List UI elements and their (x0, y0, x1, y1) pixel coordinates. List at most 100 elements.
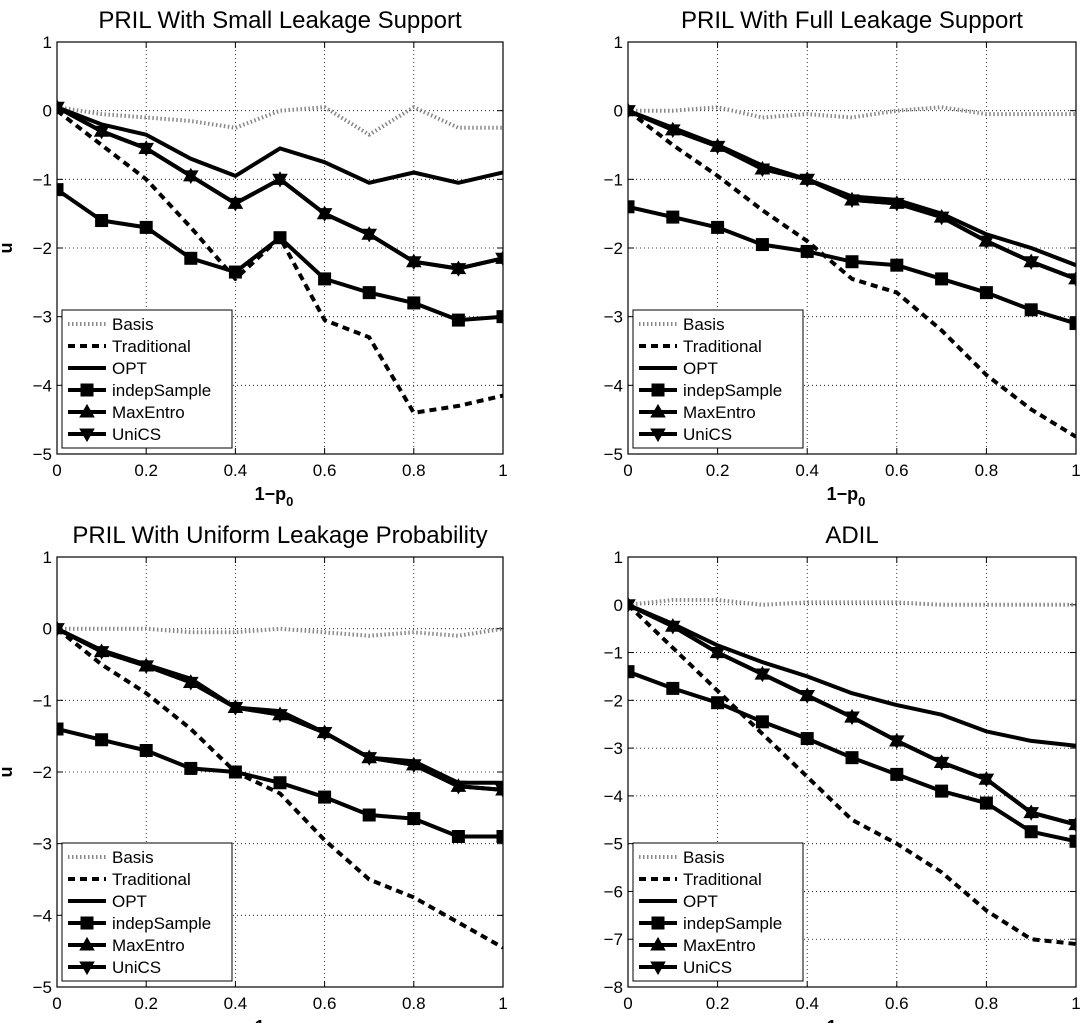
y-axis-label: u (0, 243, 16, 254)
y-tick-label: −4 (33, 376, 52, 395)
x-tick-label: 0.6 (313, 461, 337, 480)
x-tick-label: 0.4 (795, 994, 819, 1013)
y-tick-label: −5 (604, 835, 623, 854)
x-tick-label: 0.6 (885, 461, 909, 480)
data-point-indepsample (274, 231, 287, 244)
data-point-indepsample (184, 762, 197, 775)
legend-label: indepSample (683, 914, 782, 933)
x-tick-label: 1 (498, 994, 507, 1013)
y-tick-label: 0 (614, 102, 623, 121)
x-tick-label: 0.4 (795, 461, 819, 480)
y-tick-label: −1 (604, 170, 623, 189)
data-point-indepsample (980, 286, 993, 299)
legend-marker-indepsample (81, 384, 94, 397)
x-tick-label: 0.2 (706, 994, 730, 1013)
data-point-indepsample (666, 682, 679, 695)
x-tick-label: 0.6 (313, 994, 337, 1013)
data-point-indepsample (140, 744, 153, 757)
data-point-indepsample (935, 272, 948, 285)
chart-panel-4: 00.20.40.60.81−8−7−6−5−4−3−2−101ADIL1−p0… (604, 522, 1081, 1023)
data-point-indepsample (1070, 835, 1081, 848)
x-tick-label: 0.8 (402, 994, 426, 1013)
y-tick-label: −3 (604, 739, 623, 758)
y-tick-label: 0 (43, 620, 52, 639)
data-point-indepsample (407, 296, 420, 309)
y-tick-label: −4 (604, 376, 623, 395)
data-point-indepsample (95, 733, 108, 746)
x-axis-label: 1−p0 (255, 484, 294, 509)
legend-label: UniCS (683, 958, 732, 977)
data-point-indepsample (452, 830, 465, 843)
chart-panel-1: 0 0.2 0.4 0.6 0.8 1 −5 −4 −3 −2 −1 0 1 PRIL With Smal… (0, 7, 511, 509)
legend-marker-indepsample (81, 917, 94, 930)
y-tick-label: 0 (43, 102, 52, 121)
x-axis-label: 1−p0 (255, 1017, 294, 1023)
legend-label: MaxEntro (683, 403, 756, 422)
y-tick-label: 1 (614, 548, 623, 567)
y-tick-label: −3 (33, 835, 52, 854)
legend-marker-indepsample (652, 384, 665, 397)
x-tick-label: 0.4 (224, 994, 248, 1013)
x-tick-label: 0.6 (885, 994, 909, 1013)
y-tick-label: −1 (33, 170, 52, 189)
legend-marker-indepsample (652, 917, 665, 930)
legend-label: MaxEntro (683, 936, 756, 955)
legend-label: UniCS (112, 425, 161, 444)
legend-label: Traditional (683, 337, 762, 356)
x-tick-label: 0.2 (706, 461, 730, 480)
legend-label: indepSample (112, 381, 211, 400)
y-tick-label: 1 (43, 33, 52, 52)
legend: Basis Traditional OPT indepSample MaxEntro Un… (62, 843, 232, 981)
data-point-indepsample (363, 809, 376, 822)
y-tick-label: −2 (604, 691, 623, 710)
data-point-indepsample (229, 266, 242, 279)
legend-label: Basis (112, 848, 154, 867)
legend-label: OPT (683, 359, 718, 378)
y-tick-label: −2 (33, 763, 52, 782)
data-point-indepsample (318, 272, 331, 285)
legend-label: Basis (683, 848, 725, 867)
data-point-indepsample (980, 797, 993, 810)
data-point-indepsample (363, 286, 376, 299)
data-point-indepsample (846, 255, 859, 268)
x-axis-label-subscript: 0 (286, 494, 293, 509)
data-point-indepsample (1025, 303, 1038, 316)
x-tick-label: 0 (623, 461, 632, 480)
x-tick-label: 0.2 (134, 461, 158, 480)
y-tick-label: −2 (604, 239, 623, 258)
chart-panel-3: 0 0.2 0.4 0.6 0.8 1 −5 −4 −3 −2 −1 0 1 PRIL With Unif… (0, 522, 511, 1023)
legend-label: Basis (683, 315, 725, 334)
legend: Basis Traditional OPT indepSample MaxEntro Un… (633, 310, 803, 448)
legend-label: Traditional (112, 337, 191, 356)
data-point-indepsample (184, 252, 197, 265)
y-tick-label: −4 (33, 906, 52, 925)
legend-label: indepSample (683, 381, 782, 400)
x-tick-label: 1 (1071, 461, 1080, 480)
chart-title: PRIL With Full Leakage Support (681, 7, 1023, 34)
x-tick-label: 0.8 (975, 994, 999, 1013)
y-tick-label: −3 (604, 308, 623, 327)
y-tick-label: −7 (604, 930, 623, 949)
legend: Basis Traditional OPT indepSample MaxEntro Un… (62, 310, 232, 448)
y-tick-label: −5 (33, 978, 52, 997)
legend-label: UniCS (683, 425, 732, 444)
y-tick-label: 1 (614, 33, 623, 52)
chart-title: PRIL With Small Leakage Support (98, 7, 462, 34)
data-point-indepsample (1070, 317, 1081, 330)
y-tick-label: −8 (604, 978, 623, 997)
data-point-indepsample (801, 245, 814, 258)
y-tick-label: −2 (33, 239, 52, 258)
data-point-indepsample (756, 238, 769, 251)
data-point-indepsample (711, 696, 724, 709)
y-tick-label: −1 (604, 644, 623, 663)
data-point-indepsample (140, 221, 153, 234)
data-point-indepsample (711, 221, 724, 234)
data-point-indepsample (274, 776, 287, 789)
data-point-indepsample (95, 214, 108, 227)
chart-panel-2: 0 0.2 0.4 0.6 0.8 1 −5 −4 −3 −2 −1 0 1 PRIL With Full… (604, 7, 1081, 509)
data-point-indepsample (1025, 825, 1038, 838)
legend-label: MaxEntro (112, 936, 185, 955)
data-point-indepsample (801, 732, 814, 745)
x-axis-label: 1−p0 (827, 484, 866, 509)
